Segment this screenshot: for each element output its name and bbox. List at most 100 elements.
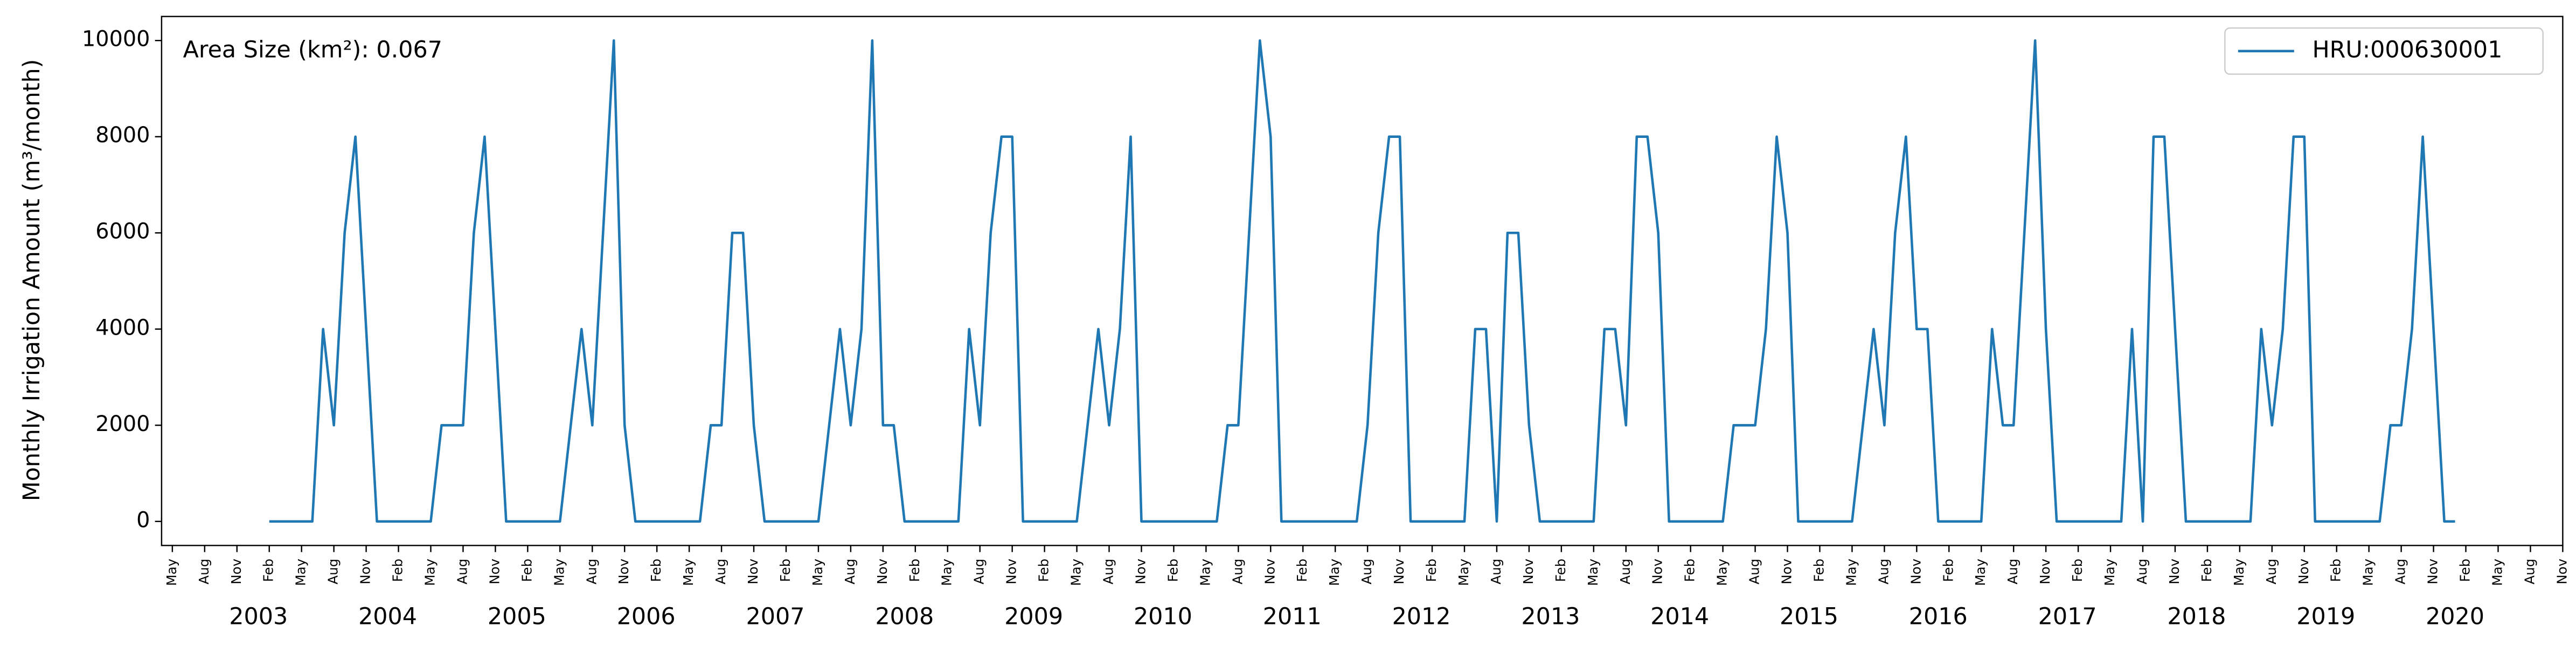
series-line [269,39,2455,523]
x-tick-label: Aug [1101,559,1116,585]
x-tick-label: May [1068,559,1084,586]
x-tick-label: Nov [1262,559,1277,585]
x-tick-label: May [1973,559,1988,586]
x-tick-label: Aug [1747,559,1762,585]
x-tick-label: Aug [971,559,987,585]
year-label: 2017 [2038,603,2097,630]
x-tick-label: Aug [2522,559,2537,585]
y-tick-label: 4000 [95,315,150,340]
x-tick-label: May [1714,559,1730,586]
x-tick-label: May [1585,559,1601,586]
x-tick-label: Feb [648,559,664,582]
year-label: 2003 [229,603,288,630]
x-tick-label: Feb [777,559,793,582]
year-label: 2018 [2167,603,2226,630]
x-tick-label: Feb [1553,559,1568,582]
x-tick-label: Nov [1779,559,1795,585]
year-label: 2006 [617,603,676,630]
x-tick-label: Nov [1391,559,1407,585]
year-label: 2016 [1909,603,1968,630]
year-label: 2013 [1521,603,1580,630]
y-tick-label: 10000 [82,27,150,52]
x-tick-label: Feb [2328,559,2344,582]
x-tick-label: Nov [2425,559,2441,585]
x-tick-label: May [681,559,696,586]
x-tick-label: May [2489,559,2505,586]
x-tick-label: May [1456,559,1471,586]
x-tick-label: Nov [745,559,761,585]
x-tick-label: Aug [584,559,599,585]
year-label: 2015 [1780,603,1838,630]
x-tick-label: Nov [2554,559,2570,585]
y-tick-label: 0 [136,508,150,532]
x-tick-label: May [810,559,825,586]
x-tick-label: Aug [1230,559,1245,585]
x-tick-label: May [2231,559,2247,586]
legend-label: HRU:000630001 [2312,36,2502,63]
x-tick-label: Nov [228,559,244,585]
y-tick-label: 6000 [95,219,150,244]
x-tick-label: Nov [1133,559,1148,585]
x-tick-label: May [939,559,955,586]
x-tick-label: Aug [454,559,470,585]
x-tick-label: Nov [358,559,373,585]
x-tick-label: May [1327,559,1342,586]
x-tick-label: Aug [2134,559,2150,585]
y-tick-label: 8000 [95,123,150,148]
x-tick-label: May [422,559,438,586]
x-tick-label: Feb [2199,559,2214,582]
x-tick-label: Feb [1424,559,1439,582]
x-tick-label: Aug [196,559,212,585]
x-tick-label: Aug [2393,559,2408,585]
x-tick-label: Feb [519,559,534,582]
year-label: 2011 [1263,603,1322,630]
year-label: 2005 [488,603,546,630]
x-tick-label: Feb [390,559,406,582]
x-tick-label: Aug [2005,559,2020,585]
annotation: Area Size (km²): 0.067 [183,36,442,63]
x-tick-label: Nov [1520,559,1536,585]
x-tick-label: May [551,559,567,586]
year-label: 2007 [746,603,805,630]
x-tick-label: Feb [907,559,922,582]
x-tick-label: Nov [1004,559,1019,585]
x-tick-label: Feb [2070,559,2085,582]
x-tick-label: May [1843,559,1859,586]
x-tick-label: Aug [1359,559,1374,585]
x-tick-label: Aug [325,559,341,585]
year-label: 2012 [1392,603,1451,630]
x-tick-label: Aug [2263,559,2279,585]
plot-frame [161,16,2564,546]
x-tick-label: Nov [487,559,502,585]
year-label: 2014 [1650,603,1709,630]
x-tick-label: Feb [1811,559,1827,582]
x-tick-label: Nov [874,559,890,585]
legend-box [2224,27,2544,75]
x-tick-label: Feb [1165,559,1181,582]
year-label: 2009 [1004,603,1063,630]
x-tick-label: Nov [1650,559,1665,585]
x-tick-label: Aug [842,559,858,585]
x-tick-label: Feb [1036,559,1052,582]
x-tick-label: Feb [261,559,276,582]
y-axis-label: Monthly Irrigation Amount (m³/month) [18,59,45,502]
x-tick-label: May [2102,559,2117,586]
x-tick-label: Nov [1908,559,1924,585]
x-tick-label: Feb [1294,559,1310,582]
year-label: 2008 [875,603,934,630]
x-tick-label: Feb [1682,559,1698,582]
x-tick-label: Nov [2037,559,2053,585]
year-label: 2010 [1134,603,1192,630]
x-tick-label: Aug [1876,559,1891,585]
x-tick-label: May [293,559,309,586]
x-tick-label: Aug [1617,559,1633,585]
x-tick-label: Aug [713,559,728,585]
year-label: 2019 [2296,603,2355,630]
y-tick-label: 2000 [95,412,150,436]
x-tick-label: Feb [1940,559,1956,582]
x-tick-label: Feb [2457,559,2473,582]
x-tick-label: May [164,559,179,586]
x-tick-label: Nov [2296,559,2311,585]
